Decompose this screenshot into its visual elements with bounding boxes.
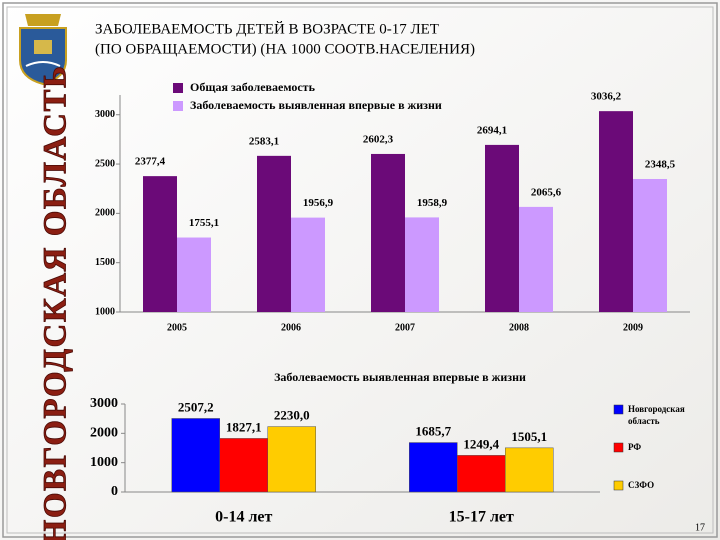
value-label: 2507,2 (178, 399, 214, 414)
y-tick-label: 3000 (90, 396, 118, 411)
value-label: 1827,1 (226, 419, 262, 434)
value-label: 2065,6 (531, 186, 562, 198)
bar (371, 153, 405, 312)
value-label: 3036,2 (591, 91, 622, 103)
bar (267, 426, 316, 493)
legend-label: Заболеваемость выявленная впервые в жизн… (190, 98, 442, 112)
value-label: 1956,9 (303, 197, 334, 209)
bar (177, 237, 211, 312)
bar (409, 442, 458, 493)
x-tick-label: 15-17 лет (449, 509, 514, 526)
y-tick-label: 2000 (90, 426, 118, 441)
legend-label: Новгородская область (628, 404, 685, 426)
legend-swatch (613, 442, 624, 453)
x-tick-label: 2007 (395, 322, 415, 333)
slide-title-line: (ПО ОБРАЩАЕМОСТИ) (НА 1000 СООТВ.НАСЕЛЕН… (95, 41, 475, 57)
legend-swatch (613, 480, 624, 491)
bar (291, 217, 325, 312)
bar (143, 176, 177, 312)
legend-label: СЗФО (628, 480, 654, 490)
value-label: 2377,4 (135, 156, 166, 168)
y-tick-label: 1000 (95, 306, 115, 317)
y-tick-label: 1000 (90, 455, 118, 470)
bar (257, 155, 291, 312)
y-tick-label: 3000 (95, 109, 115, 120)
value-label: 2602,3 (363, 133, 394, 145)
bar (505, 447, 554, 493)
y-tick-label: 2000 (95, 208, 115, 219)
frame-inner (6, 6, 714, 534)
page-number: 17 (695, 522, 705, 533)
x-tick-label: 2009 (623, 322, 643, 333)
value-label: 1505,1 (511, 429, 547, 444)
x-tick-label: 0-14 лет (215, 509, 272, 526)
y-tick-label: 0 (111, 484, 118, 499)
legend-swatch (173, 101, 183, 111)
value-label: 2583,1 (249, 135, 279, 147)
bar (457, 455, 506, 493)
value-label: 2230,0 (274, 408, 310, 423)
value-label: 1755,1 (189, 217, 219, 229)
legend-swatch (173, 83, 183, 93)
slide-title-line: ЗАБОЛЕВАЕМОСТЬ ДЕТЕЙ В ВОЗРАСТЕ 0-17 ЛЕТ (95, 20, 439, 37)
y-tick-label: 2500 (95, 158, 115, 169)
legend-label: РФ (628, 442, 641, 452)
bar (219, 438, 268, 493)
bar (519, 206, 553, 312)
y-tick-label: 1500 (95, 257, 115, 268)
value-label: 1685,7 (415, 424, 451, 439)
legend-label: Общая заболеваемость (190, 80, 316, 94)
bar (485, 144, 519, 312)
value-label: 1249,4 (463, 436, 499, 451)
chart-title: Заболеваемость выявленная впервые в жизн… (274, 370, 526, 384)
bar (171, 418, 220, 493)
bar (633, 178, 667, 312)
sidebar-label: НОВГОРОДСКАЯ ОБЛАСТЬ (38, 65, 74, 540)
bar (599, 111, 633, 312)
value-label: 2694,1 (477, 124, 507, 136)
bar (405, 217, 439, 312)
value-label: 1958,9 (417, 197, 448, 209)
legend-swatch (613, 404, 624, 415)
x-tick-label: 2006 (281, 322, 301, 333)
value-label: 2348,5 (645, 159, 676, 171)
emblem (19, 14, 67, 86)
x-tick-label: 2005 (167, 322, 187, 333)
x-tick-label: 2008 (509, 322, 529, 333)
